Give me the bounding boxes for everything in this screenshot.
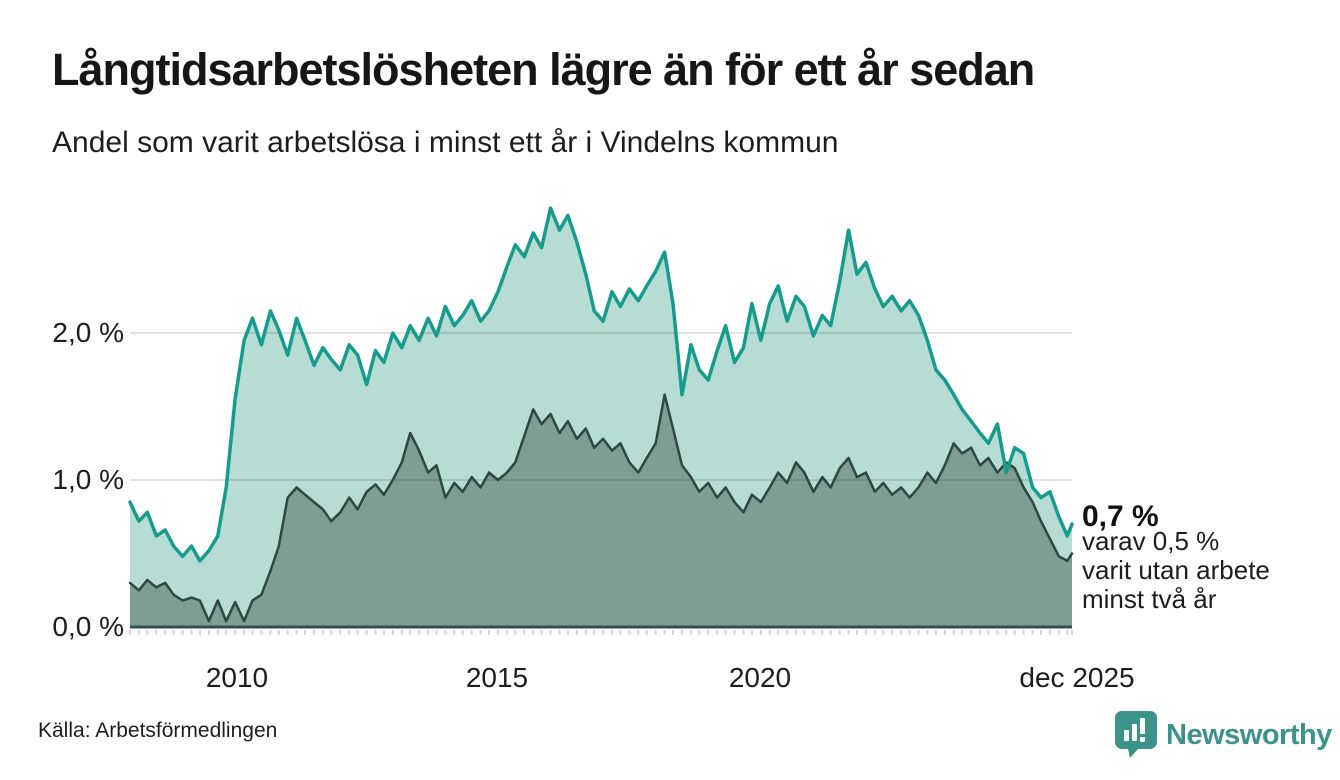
- x-axis-label-2015: 2015: [465, 662, 529, 693]
- annotation-line-2: varit utan arbete: [1082, 555, 1270, 585]
- source-credit: Källa: Arbetsförmedlingen: [38, 719, 278, 742]
- y-axis-label-1: 1,0 %: [52, 464, 124, 495]
- series-line-1: [128, 393, 1074, 623]
- x-axis-label-dec-2025: dec 2025: [1019, 662, 1135, 693]
- annotation-line-1: varav 0,5 %: [1082, 526, 1220, 556]
- latest-value-annotation: 0,7 %: [1082, 500, 1159, 533]
- two-year-annotation: varav 0,5 % varit utan arbete minst två …: [1082, 527, 1270, 614]
- x-axis-label-2020: 2020: [728, 662, 792, 693]
- y-axis-label-2: 2,0 %: [52, 317, 124, 348]
- series-line-0: [128, 206, 1074, 563]
- chart-subtitle: Andel som varit arbetslösa i minst ett å…: [52, 126, 839, 159]
- annotation-line-3: minst två år: [1082, 584, 1217, 614]
- x-axis-minor-ticks: [129, 630, 1073, 635]
- newsworthy-logo: Newsworthy: [1114, 710, 1332, 760]
- y-axis-label-0: 0,0 %: [52, 611, 124, 642]
- chart-title: Långtidsarbetslösheten lägre än för ett …: [52, 44, 1035, 95]
- series-area-1: [130, 394, 1072, 627]
- x-axis-label-2010: 2010: [205, 662, 269, 693]
- newsworthy-wordmark: Newsworthy: [1166, 718, 1332, 751]
- newsworthy-logo-icon: [1115, 711, 1157, 758]
